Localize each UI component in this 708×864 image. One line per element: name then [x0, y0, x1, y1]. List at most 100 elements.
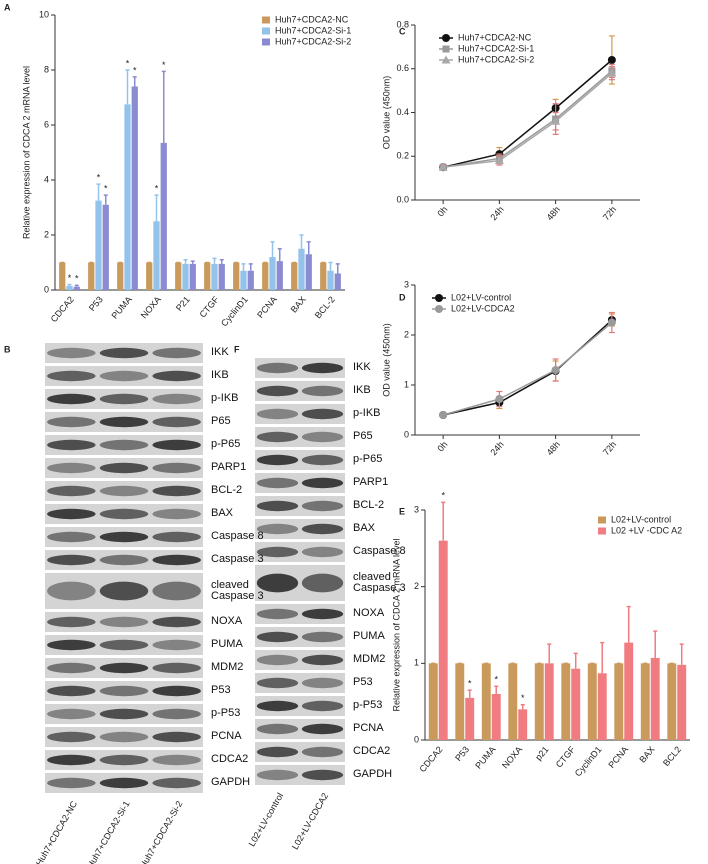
- blot-band: [256, 769, 299, 781]
- blot-band: [99, 754, 149, 766]
- significance-star: *: [133, 65, 137, 75]
- legend-label: L02 +LV -CDC A2: [611, 525, 682, 535]
- bar: [189, 263, 196, 290]
- blot-band: [99, 393, 149, 405]
- blot-band: [152, 485, 201, 497]
- point: [607, 68, 617, 77]
- blot-band: [152, 554, 201, 566]
- blot-band: [99, 685, 149, 697]
- y-tick-label: 0.2: [396, 151, 409, 161]
- significance-star: *: [162, 60, 166, 70]
- blot-band: [152, 370, 201, 382]
- panel-letter: F: [234, 344, 240, 354]
- protein-label: P53: [211, 684, 231, 696]
- x-tick-label: P21: [174, 294, 192, 313]
- significance-star: *: [521, 693, 525, 703]
- blot-band: [47, 662, 96, 674]
- line: [443, 70, 613, 168]
- point: [494, 156, 504, 165]
- blot-band: [99, 554, 149, 566]
- blot-band: [152, 685, 201, 697]
- y-tick-label: 0.0: [396, 194, 409, 204]
- significance-star: *: [468, 679, 472, 689]
- blot-band: [256, 431, 299, 443]
- blot-band: [256, 408, 299, 420]
- line: [442, 319, 613, 416]
- point: [495, 395, 504, 403]
- blot-band: [301, 385, 344, 397]
- legend-swatch: [262, 38, 270, 46]
- blot-band: [99, 508, 149, 520]
- legend-label: L02+LV-control: [611, 514, 671, 524]
- legend-marker: [441, 55, 451, 64]
- bar: [124, 104, 131, 290]
- legend-swatch: [262, 16, 270, 24]
- blot-band: [99, 777, 149, 789]
- blot-band: [256, 454, 299, 466]
- bar: [614, 663, 624, 740]
- blot-band: [256, 608, 299, 620]
- blot-band: [152, 393, 201, 405]
- blot-band: [99, 662, 149, 674]
- bar: [218, 263, 225, 290]
- bar: [233, 262, 240, 290]
- bar: [597, 673, 607, 740]
- bar: [587, 663, 597, 740]
- protein-label: PCNA: [211, 730, 242, 742]
- y-tick-label: 1: [404, 379, 409, 389]
- protein-label: IKK: [211, 346, 229, 358]
- bar: [320, 262, 327, 290]
- x-tick-label: 72h: [601, 204, 618, 222]
- blot-band: [256, 677, 299, 689]
- x-tick-label: PCNA: [255, 294, 279, 320]
- bar: [66, 285, 73, 290]
- x-tick-label: BAX: [289, 294, 308, 314]
- y-tick-label: 0: [404, 429, 409, 439]
- x-tick-label: PUMA: [109, 294, 133, 320]
- blot-band: [47, 531, 96, 543]
- significance-star: *: [155, 184, 159, 194]
- y-tick-label: 0: [44, 284, 49, 294]
- blot-band: [99, 581, 149, 601]
- blot-band: [152, 347, 201, 359]
- protein-label: p-IKB: [353, 407, 381, 419]
- protein-label: Caspase 8: [211, 530, 264, 542]
- blot-band: [47, 416, 96, 428]
- lane-label: Huh7+CDCA2-Si-2: [138, 799, 185, 864]
- blot-band: [152, 616, 201, 628]
- lane-label: Huh7+CDCA2-NC: [34, 799, 80, 864]
- bar: [276, 261, 283, 290]
- blot-band: [47, 508, 96, 520]
- bar: [131, 86, 138, 290]
- blot-band: [99, 708, 149, 720]
- bar: [455, 663, 465, 740]
- blot-band: [301, 700, 344, 712]
- blot-band: [152, 581, 201, 601]
- bar: [518, 709, 528, 740]
- protein-label: PARP1: [353, 476, 389, 488]
- blot-band: [256, 362, 299, 374]
- x-tick-label: BCL-2: [313, 294, 337, 320]
- panel-letter: A: [4, 2, 11, 12]
- blot-band: [99, 416, 149, 428]
- blot-band: [301, 454, 344, 466]
- blot-band: [256, 523, 299, 535]
- x-tick-label: BAX: [637, 744, 656, 764]
- y-tick-label: 2: [44, 229, 49, 239]
- bar: [428, 663, 438, 740]
- y-tick-label: 0.6: [396, 63, 409, 73]
- x-tick-label: CTGF: [554, 744, 578, 770]
- protein-label: NOXA: [211, 615, 243, 627]
- blot-band: [47, 370, 96, 382]
- y-tick-label: 2: [404, 329, 409, 339]
- legend-swatch: [598, 516, 606, 524]
- y-axis-label: OD value (450nm): [381, 76, 391, 150]
- y-tick-label: 4: [44, 174, 49, 184]
- blot-band: [152, 462, 201, 474]
- blot-band: [301, 573, 344, 593]
- blot-band: [256, 477, 299, 489]
- bar: [146, 262, 153, 290]
- significance-star: *: [441, 491, 445, 501]
- significance-star: *: [75, 274, 79, 284]
